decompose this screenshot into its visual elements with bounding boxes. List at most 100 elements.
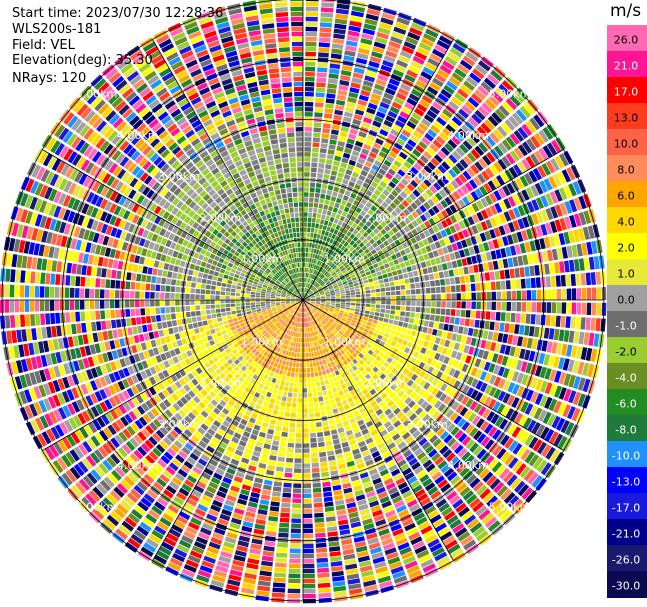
velocity-gate	[548, 235, 556, 248]
velocity-gate	[257, 399, 264, 405]
velocity-gate	[569, 259, 575, 272]
velocity-gate	[299, 217, 303, 222]
velocity-gate	[251, 233, 257, 239]
velocity-gate	[235, 177, 243, 184]
velocity-gate	[304, 294, 308, 298]
velocity-gate	[387, 237, 394, 244]
velocity-gate	[152, 268, 158, 276]
velocity-gate	[326, 210, 332, 216]
velocity-gate	[383, 217, 391, 225]
velocity-gate	[347, 30, 360, 37]
velocity-gate	[500, 122, 512, 134]
velocity-gate	[379, 243, 385, 250]
velocity-gate	[244, 140, 253, 147]
velocity-gate	[334, 253, 340, 259]
velocity-gate	[234, 79, 246, 87]
velocity-gate	[203, 96, 214, 105]
velocity-gate	[225, 287, 231, 292]
velocity-gate	[522, 216, 530, 228]
velocity-gate	[326, 226, 331, 232]
velocity-gate	[405, 284, 411, 290]
velocity-gate	[285, 271, 289, 277]
velocity-gate	[341, 296, 346, 298]
velocity-gate	[305, 252, 308, 258]
velocity-gate	[366, 107, 376, 115]
velocity-gate	[282, 267, 287, 273]
velocity-gate	[596, 287, 602, 300]
velocity-gate	[444, 254, 451, 262]
velocity-gate	[492, 260, 499, 270]
velocity-gate	[225, 291, 231, 296]
velocity-gate	[310, 227, 315, 233]
velocity-gate	[20, 314, 26, 327]
velocity-gate	[355, 57, 368, 65]
velocity-gate	[251, 44, 264, 52]
velocity-gate	[304, 294, 308, 298]
velocity-gate	[524, 241, 532, 253]
velocity-gate	[250, 176, 257, 183]
velocity-gate	[305, 297, 310, 299]
velocity-gate	[455, 285, 461, 292]
velocity-gate	[426, 147, 436, 157]
velocity-gate	[400, 178, 409, 186]
velocity-gate	[197, 338, 204, 345]
velocity-gate	[274, 158, 282, 165]
velocity-gate	[135, 58, 149, 69]
velocity-gate	[99, 300, 105, 309]
velocity-gate	[327, 248, 332, 254]
velocity-gate	[156, 34, 170, 44]
velocity-gate	[257, 206, 263, 212]
velocity-gate	[358, 266, 364, 272]
velocity-gate	[420, 168, 429, 178]
velocity-gate	[549, 262, 555, 274]
velocity-gate	[425, 287, 431, 294]
velocity-gate	[385, 291, 391, 296]
velocity-gate	[95, 310, 101, 320]
velocity-gate	[288, 259, 292, 265]
velocity-gate	[153, 59, 166, 69]
velocity-gate	[338, 272, 343, 277]
velocity-gate	[285, 112, 294, 118]
velocity-gate	[365, 70, 377, 78]
velocity-gate	[313, 269, 317, 275]
velocity-gate	[484, 98, 497, 110]
velocity-gate	[289, 248, 293, 254]
velocity-gate	[385, 172, 393, 180]
velocity-gate	[30, 314, 36, 326]
velocity-gate	[140, 283, 146, 291]
velocity-gate	[525, 187, 535, 199]
velocity-gate	[368, 265, 374, 271]
velocity-gate	[194, 265, 200, 271]
velocity-gate	[277, 230, 282, 237]
velocity-gate	[561, 288, 567, 300]
velocity-gate	[319, 291, 324, 294]
velocity-gate	[305, 282, 307, 288]
velocity-gate	[298, 192, 303, 197]
velocity-gate	[165, 335, 171, 343]
velocity-gate	[304, 162, 311, 167]
velocity-gate	[360, 170, 368, 177]
velocity-gate	[292, 274, 295, 279]
velocity-gate	[337, 237, 343, 243]
velocity-gate	[372, 276, 378, 281]
velocity-gate	[415, 217, 423, 225]
velocity-gate	[364, 258, 371, 264]
velocity-gate	[162, 270, 168, 278]
velocity-gate	[185, 311, 191, 318]
velocity-gate	[321, 284, 327, 288]
velocity-gate	[485, 207, 494, 218]
velocity-gate	[369, 238, 375, 245]
velocity-gate	[307, 278, 310, 283]
velocity-gate	[501, 156, 512, 168]
velocity-gate	[303, 217, 308, 222]
velocity-gate	[191, 138, 201, 147]
velocity-gate	[205, 123, 216, 132]
velocity-gate	[285, 244, 290, 250]
velocity-gate	[260, 293, 266, 296]
velocity-gate	[532, 252, 539, 264]
velocity-gate	[212, 114, 223, 123]
velocity-gate	[332, 252, 337, 257]
velocity-gate	[519, 243, 527, 254]
velocity-gate	[175, 300, 180, 306]
velocity-gate	[304, 157, 311, 162]
